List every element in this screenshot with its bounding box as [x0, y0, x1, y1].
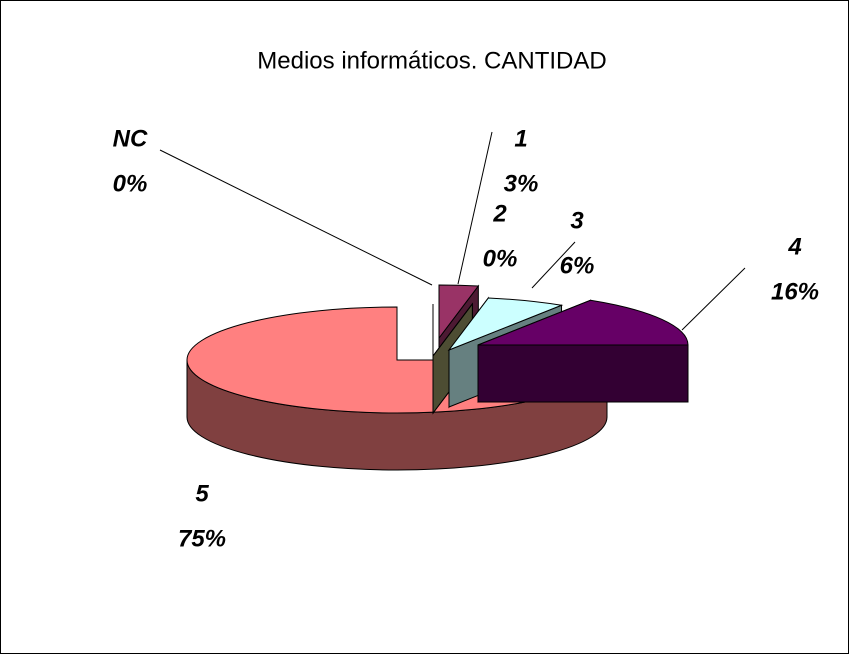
pie-slice — [477, 299, 689, 403]
slice-value-label: 3% — [504, 170, 539, 197]
leader-line — [159, 149, 433, 286]
slice-category-label: 2 — [492, 200, 507, 227]
slice-category-label: 5 — [195, 480, 209, 507]
slice-top — [432, 303, 473, 357]
slice-top — [447, 297, 564, 352]
slice-category-label: 3 — [570, 207, 584, 234]
slice-top — [477, 299, 689, 346]
slice-category-label: NC — [113, 125, 148, 152]
leader-line — [681, 267, 746, 331]
slice-value-label: 16% — [771, 278, 819, 305]
chart-title: Medios informáticos. CANTIDAD — [257, 47, 606, 74]
leader-line — [457, 131, 493, 285]
slice-category-label: 4 — [787, 233, 801, 260]
slice-category-label: 1 — [514, 125, 527, 152]
slice-value-label: 0% — [483, 245, 518, 272]
leader-line — [531, 241, 576, 289]
slice-value-label: 0% — [113, 170, 148, 197]
slice-value-label: 75% — [178, 525, 226, 552]
slice-value-label: 6% — [560, 252, 595, 279]
slice-top — [438, 284, 480, 340]
slice-cut-face — [477, 344, 689, 403]
